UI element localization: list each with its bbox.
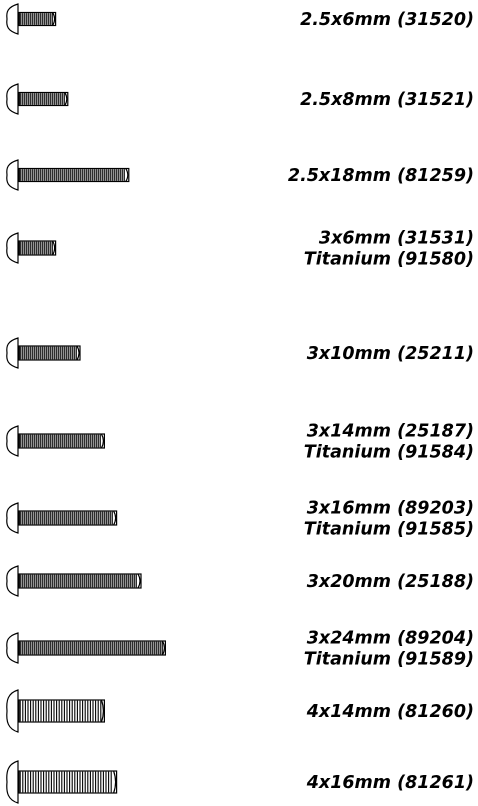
- screw-shank-icon: [18, 167, 130, 183]
- screw-shank-icon: [18, 699, 106, 723]
- screw-shank-icon: [18, 345, 81, 361]
- screw-head-icon: [6, 502, 19, 534]
- screw-shank-icon: [18, 433, 106, 449]
- screw-size-label: 4x16mm (81261): [306, 773, 474, 793]
- screw-shank-icon: [18, 573, 142, 589]
- screw-row: 4x14mm (81260): [6, 689, 474, 733]
- screw-shank-icon: [18, 510, 118, 526]
- screw-row: 3x14mm (25187)Titanium (91584): [6, 422, 474, 463]
- screw-row: 2.5x8mm (31521): [6, 83, 474, 115]
- screw-size-label: 2.5x8mm (31521): [300, 90, 474, 110]
- screw-head-icon: [6, 425, 19, 457]
- screw-head-icon: [6, 3, 19, 35]
- screw-head-icon: [6, 337, 19, 369]
- screw-size-label: 3x14mm (25187): [307, 422, 474, 442]
- screw-shank-icon: [18, 11, 57, 27]
- screw-size-label: 3x10mm (25211): [307, 344, 474, 364]
- screw-size-label: 3x16mm (89203): [307, 499, 474, 519]
- titanium-variant-label: Titanium (91580): [304, 250, 474, 270]
- screw-row: 3x20mm (25188): [6, 565, 474, 597]
- screw-row: 4x16mm (81261): [6, 760, 474, 804]
- screw-head-icon: [6, 565, 19, 597]
- screw-size-label: 2.5x6mm (31520): [300, 10, 474, 30]
- screw-head-icon: [6, 689, 19, 733]
- screw-shank-icon: [18, 240, 57, 256]
- screw-head-icon: [6, 232, 19, 264]
- screw-shank-icon: [18, 640, 166, 656]
- screw-size-label: 3x6mm (31531): [319, 229, 474, 249]
- screw-head-icon: [6, 159, 19, 191]
- screw-size-label: 3x24mm (89204): [307, 629, 474, 649]
- screw-row: 3x6mm (31531)Titanium (91580): [6, 229, 474, 270]
- screw-shank-icon: [18, 91, 69, 107]
- screw-row: 3x16mm (89203)Titanium (91585): [6, 499, 474, 540]
- screw-head-icon: [6, 760, 19, 804]
- screw-shank-icon: [18, 770, 118, 794]
- titanium-variant-label: Titanium (91589): [304, 650, 474, 670]
- screw-row: 3x10mm (25211): [6, 337, 474, 369]
- titanium-variant-label: Titanium (91584): [304, 443, 474, 463]
- screw-size-label: 2.5x18mm (81259): [288, 166, 474, 186]
- screw-size-label: 4x14mm (81260): [306, 702, 474, 722]
- screw-size-label: 3x20mm (25188): [307, 572, 474, 592]
- screw-row: 2.5x18mm (81259): [6, 159, 474, 191]
- screw-row: 2.5x6mm (31520): [6, 3, 474, 35]
- screw-head-icon: [6, 83, 19, 115]
- screw-row: 3x24mm (89204)Titanium (91589): [6, 629, 474, 670]
- titanium-variant-label: Titanium (91585): [304, 520, 474, 540]
- screw-head-icon: [6, 632, 19, 664]
